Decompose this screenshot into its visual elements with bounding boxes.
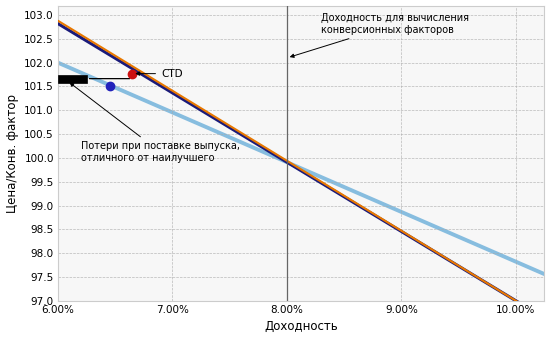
Bar	[58, 75, 87, 83]
Text: Доходность для вычисления
конверсионных факторов: Доходность для вычисления конверсионных …	[290, 14, 469, 57]
Y-axis label: Цена/Конв. фактор: Цена/Конв. фактор	[6, 94, 19, 213]
Text: Потери при поставке выпуска,
отличного от наилучшего: Потери при поставке выпуска, отличного о…	[70, 83, 240, 163]
Text: CTD: CTD	[136, 68, 183, 79]
X-axis label: Доходность: Доходность	[265, 320, 338, 334]
